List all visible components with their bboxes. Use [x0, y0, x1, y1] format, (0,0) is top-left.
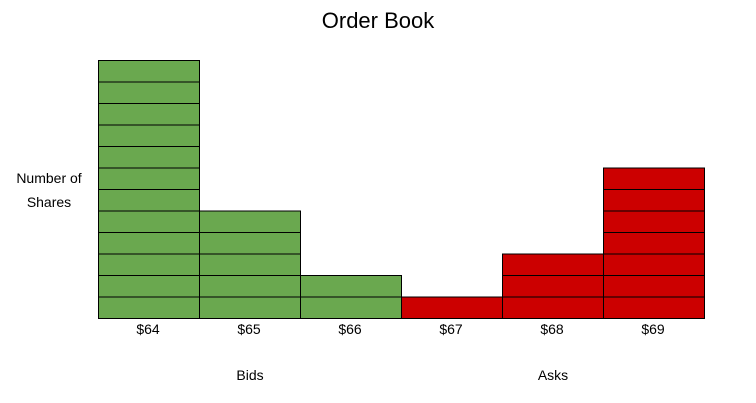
bar-unit — [300, 275, 402, 298]
bar — [300, 275, 402, 319]
bar-unit — [199, 296, 301, 319]
bar-unit — [98, 124, 200, 147]
bar-unit — [98, 296, 200, 319]
bar-unit — [199, 232, 301, 255]
bar-unit — [98, 60, 200, 83]
x-tick-label: $68 — [540, 321, 564, 337]
y-axis-label: Number of Shares — [4, 166, 94, 214]
bar-unit — [98, 167, 200, 190]
bar-unit — [502, 253, 604, 276]
bids-group-label: Bids — [236, 367, 264, 383]
bar-unit — [98, 189, 200, 212]
bar-unit — [603, 189, 705, 212]
bar-unit — [300, 296, 402, 319]
y-axis-label-line-2: Shares — [26, 194, 72, 210]
bar-unit — [502, 296, 604, 319]
bar — [401, 296, 503, 319]
bar — [98, 60, 200, 319]
bar-unit — [603, 210, 705, 233]
bar-unit — [98, 232, 200, 255]
chart-title: Order Book — [321, 8, 435, 33]
asks-group-label: Asks — [537, 367, 569, 383]
bar-unit — [502, 275, 604, 298]
bar-unit — [98, 253, 200, 276]
x-tick-label: $69 — [641, 321, 665, 337]
bar-unit — [401, 296, 503, 319]
bar-unit — [98, 210, 200, 233]
bar-unit — [98, 81, 200, 104]
bar-unit — [98, 103, 200, 126]
bar-unit — [603, 232, 705, 255]
bar-unit — [603, 296, 705, 319]
bar-unit — [603, 275, 705, 298]
y-axis-label-line-1: Number of — [16, 170, 82, 186]
bar-unit — [199, 253, 301, 276]
bar-unit — [199, 210, 301, 233]
x-tick-label: $65 — [237, 321, 261, 337]
x-tick-label: $66 — [338, 321, 362, 337]
bar-unit — [199, 275, 301, 298]
bar-unit — [98, 275, 200, 298]
bar-unit — [603, 167, 705, 190]
bar — [603, 167, 705, 319]
x-tick-label: $64 — [136, 321, 160, 337]
x-tick-label: $67 — [439, 321, 463, 337]
bar-unit — [603, 253, 705, 276]
bar — [199, 210, 301, 319]
bar — [502, 253, 604, 319]
bar-unit — [98, 146, 200, 169]
